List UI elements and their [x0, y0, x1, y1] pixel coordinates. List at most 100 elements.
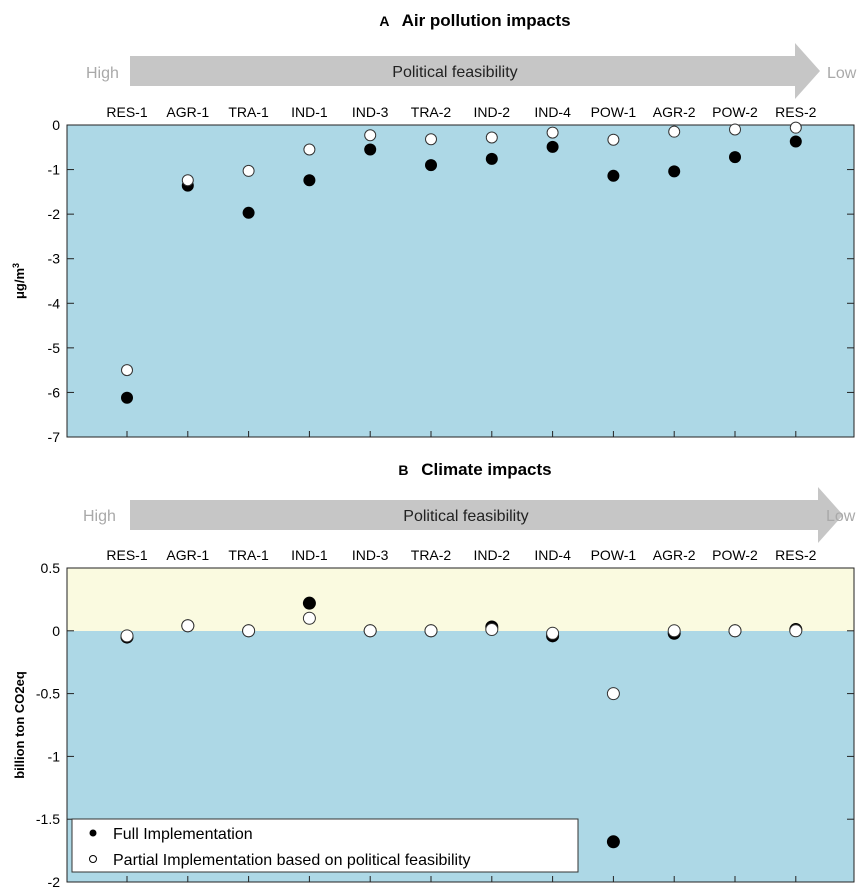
panel-b-partial-point [363, 624, 377, 638]
panel-a-arrow-high: High [86, 65, 119, 82]
panel-a-ytick-label: 0 [52, 117, 60, 133]
panel-b-full-point [606, 835, 620, 849]
panel-b-xtick-label: POW-2 [712, 547, 758, 563]
panel-a-partial-point [485, 131, 498, 144]
panel-b-partial-point [242, 624, 256, 638]
panel-a-partial-point [789, 121, 802, 134]
panel-a-partial-point [364, 129, 377, 142]
panel-a-full-point [789, 135, 802, 148]
panel-b-title: Climate impacts [421, 460, 551, 479]
panel-b-xtick-label: AGR-1 [166, 547, 209, 563]
panel-a-arrow-low: Low [827, 65, 857, 82]
panel-a-xtick-label: RES-2 [775, 104, 816, 120]
panel-b-full-point [302, 596, 316, 610]
panel-b-xtick-label: TRA-2 [411, 547, 452, 563]
panel-a-full-point [668, 165, 681, 178]
panel-a-ytick-label: -3 [48, 251, 61, 267]
panel-b: B Climate impacts Political feasibility … [12, 460, 856, 889]
panel-b-xtick-label: IND-3 [352, 547, 389, 563]
panel-a-ytick-label: -5 [48, 340, 61, 356]
legend-partial-label: Partial Implementation based on politica… [113, 852, 471, 869]
panel-a-partial-point [303, 143, 316, 156]
panel-b-xtick-label: AGR-2 [653, 547, 696, 563]
panel-a-full-point [121, 391, 133, 404]
panel-a-xtick-label: RES-1 [106, 104, 147, 120]
panel-a-xtick-label: POW-2 [712, 104, 758, 120]
panel-b-partial-point [728, 624, 742, 638]
legend-full-marker [89, 829, 97, 837]
panel-b-arrow-label: Political feasibility [403, 508, 528, 525]
svg-text:A Air pollution impacts: A Air pollution impacts [379, 11, 570, 30]
panel-b-xtick-label: IND-4 [534, 547, 571, 563]
panel-a-xtick-label: IND-2 [474, 104, 511, 120]
panel-b-ytick-label: -1.5 [36, 811, 60, 827]
panel-a-xtick-label: IND-4 [534, 104, 571, 120]
panel-a-xtick-label: TRA-1 [228, 104, 269, 120]
panel-a-category-labels: RES-1 AGR-1 TRA-1 IND-1 IND-3 TRA-2 IND-2 IND-4… [106, 104, 816, 120]
panel-b-partial-point [789, 624, 803, 638]
panel-a-xtick-label: IND-3 [352, 104, 389, 120]
panel-a-partial-point [425, 133, 437, 146]
panel-b-arrow-high: High [83, 508, 116, 525]
panel-a-partial-point [121, 364, 133, 377]
panel-b-ytick-label: -1 [48, 748, 61, 764]
panel-b-xtick-label: IND-1 [291, 547, 328, 563]
legend: Full Implementation Partial Implementati… [71, 818, 579, 873]
panel-b-arrow-low: Low [826, 508, 856, 525]
panel-a-ytick-label: -1 [48, 162, 61, 178]
panel-b-partial-point [546, 626, 560, 640]
panel-b-points [120, 596, 803, 849]
panel-a-plot-area [67, 125, 854, 437]
panel-a-xtick-label: AGR-2 [653, 104, 696, 120]
panel-b-ytick-label: -0.5 [36, 686, 60, 702]
panel-a-points [121, 121, 802, 404]
panel-a-feasibility-arrow [130, 43, 820, 99]
panel-a-full-point [607, 169, 620, 182]
panel-a-xtick-label: AGR-1 [166, 104, 209, 120]
panel-b-partial-point [485, 623, 499, 637]
panel-a-xtick-label: IND-1 [291, 104, 328, 120]
panel-a: A Air pollution impacts Political feasib… [11, 11, 857, 445]
panel-a-partial-point [668, 125, 681, 138]
panel-b-partial-point [181, 619, 195, 633]
panel-b-xtick-label: RES-2 [775, 547, 816, 563]
panel-b-xtick-label: RES-1 [106, 547, 147, 563]
panel-a-axes: 0 -1 -2 -3 -4 -5 -6 -7 [48, 117, 854, 445]
panel-b-ytick-label: -2 [48, 874, 61, 889]
panel-a-full-point [303, 174, 316, 187]
panel-a-full-point [729, 151, 741, 164]
panel-a-partial-point [181, 174, 194, 187]
panel-b-letter: B [398, 462, 408, 478]
panel-a-ytick-label: -6 [48, 384, 61, 400]
panel-b-partial-point [667, 624, 681, 638]
svg-text:B Climate impacts: B Climate impacts [398, 460, 551, 479]
panel-a-full-point [364, 143, 377, 156]
panel-b-xtick-label: POW-1 [591, 547, 637, 563]
panel-a-ytick-label: -2 [48, 206, 61, 222]
panel-b-xtick-label: IND-2 [474, 547, 511, 563]
panel-b-positive-region [67, 568, 854, 631]
panel-b-category-labels: RES-1 AGR-1 TRA-1 IND-1 IND-3 TRA-2 IND-2 IND-4… [106, 547, 816, 563]
panel-b-ylabel: billion ton CO2eq [12, 671, 27, 779]
panel-b-feasibility-arrow [130, 487, 843, 543]
panel-a-full-point [546, 140, 559, 153]
legend-partial-marker [89, 855, 97, 863]
panel-b-partial-point [606, 687, 620, 701]
panel-a-ytick-label: -4 [48, 295, 61, 311]
panel-a-xtick-label: TRA-2 [411, 104, 452, 120]
panel-b-partial-point [424, 624, 438, 638]
panel-a-full-point [242, 206, 255, 219]
panel-a-letter: A [379, 13, 389, 29]
panel-a-ylabel: μg/m3 [11, 263, 27, 299]
panel-a-partial-point [607, 133, 620, 146]
panel-a-full-point [425, 159, 437, 172]
panel-b-partial-point [120, 629, 134, 643]
panel-a-ytick-label: -7 [48, 429, 61, 445]
panel-b-ytick-label: 0 [52, 623, 60, 639]
panel-a-partial-point [242, 164, 255, 177]
panel-a-partial-point [729, 123, 741, 136]
panel-a-xtick-label: POW-1 [591, 104, 637, 120]
legend-full-label: Full Implementation [113, 826, 253, 843]
legend-box [71, 818, 579, 873]
